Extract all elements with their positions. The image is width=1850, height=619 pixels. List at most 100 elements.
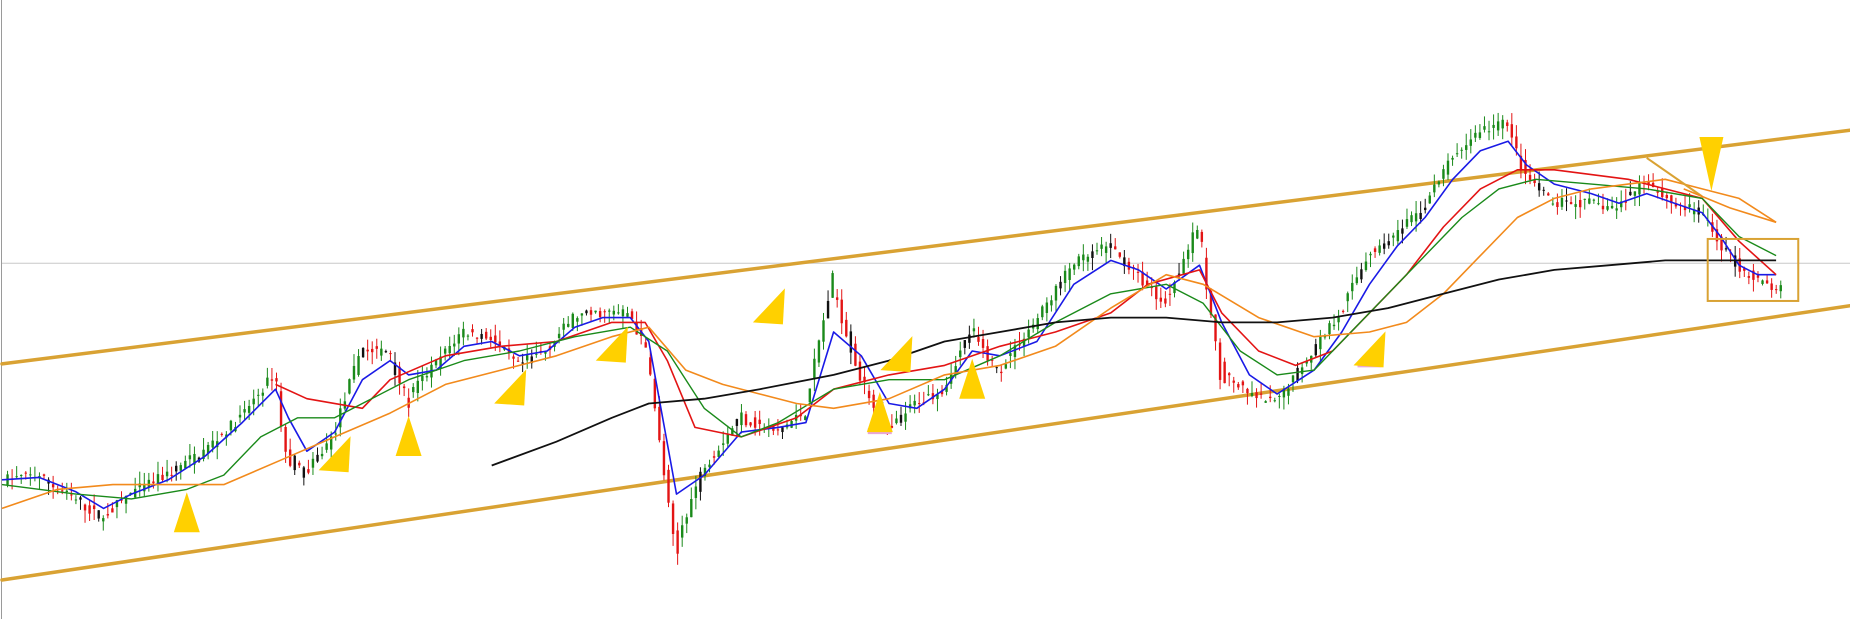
candle-body [899,414,903,423]
candle-body [1337,317,1340,323]
candle-body [1300,367,1304,375]
candle-body [535,353,538,355]
candle-body [115,500,119,508]
candle-body [1765,280,1769,284]
candle-body [466,335,470,337]
candle-body [1000,371,1003,374]
candle-body [1483,126,1486,130]
ma-line-5 [491,259,1777,467]
candle-body [1601,205,1605,210]
candle-body [489,336,492,341]
candle-body [329,436,333,450]
candle-body [1050,300,1053,306]
candle-body [1205,257,1208,290]
candle-body [270,379,274,381]
candle-body [1670,195,1673,204]
candle-body [694,486,698,498]
candle-body [1177,273,1181,275]
candle-body [179,465,182,471]
candle-body [1095,250,1099,252]
candle-body [165,471,169,477]
candle-body [1332,324,1336,327]
candle-body [895,418,898,424]
candle-body [1305,360,1308,364]
signal-marker [866,392,893,433]
candle-body [1209,290,1213,315]
candle-body [1155,286,1158,300]
candle-body [1013,345,1017,357]
candle-body [1542,189,1545,191]
candle-body [1319,336,1322,350]
candle-body [252,398,255,405]
candle-body [1196,229,1199,239]
candle-body [1351,282,1354,292]
candle-body [1009,353,1012,357]
candle-body [1141,271,1144,286]
candle-body [1168,293,1172,295]
candle-body [849,331,853,353]
candle-body [1250,393,1254,396]
candle-body [562,323,565,330]
candle-body [389,353,392,355]
annotation-line-2 [1683,188,1777,224]
candle-body [402,386,406,389]
candle-body [1314,344,1318,356]
candle-body [453,343,456,347]
candle-body [1747,276,1751,278]
ma-line-1 [1,140,1777,510]
candle-body [1528,174,1532,180]
candle-body [92,505,96,510]
candle-body [854,343,857,366]
candle-body [1446,160,1450,175]
candle-body [845,319,848,337]
annotation-layer [1646,157,1800,302]
candle-body [1496,121,1500,131]
signal-marker [595,326,628,363]
candle-body [1647,181,1650,186]
candle-body [594,310,597,313]
candle-body [1615,208,1618,211]
candle-body [1761,280,1764,284]
moving-average-layer [1,140,1777,510]
candle-body [384,351,388,353]
signal-marker [395,416,422,456]
candle-body [1574,204,1577,207]
candle-body [959,350,962,358]
candle-body [439,356,442,368]
candle-body [735,419,739,426]
candle-body [977,337,980,342]
candle-body [480,333,483,339]
candle-body [475,337,479,339]
candle-body [1492,124,1495,128]
candle-body [626,313,629,317]
candle-body [1091,251,1094,259]
candle-body [749,422,752,426]
candle-body [361,347,365,358]
candle-body [512,356,515,359]
candle-body [206,444,210,454]
ma-line-4 [1,178,1777,510]
candle-body [1629,191,1632,196]
candle-body [1437,181,1441,185]
candle-body [1150,287,1153,289]
candle-body [352,365,356,380]
candle-body [120,499,123,501]
candle-body [325,443,328,450]
candle-body [576,318,579,322]
candle-body [918,403,921,405]
candle-body [143,483,146,492]
candle-body [612,310,616,315]
candle-body [220,433,223,435]
candle-body [630,311,634,319]
candle-body [1633,191,1637,196]
candle-body [995,367,998,369]
candle-body [1588,198,1591,204]
candle-body [708,464,711,468]
candle-body [20,474,23,476]
candle-body [1077,256,1080,267]
candle-body [927,394,930,396]
candle-body [156,474,160,484]
candle-body [1269,396,1272,399]
candle-body [913,400,916,406]
